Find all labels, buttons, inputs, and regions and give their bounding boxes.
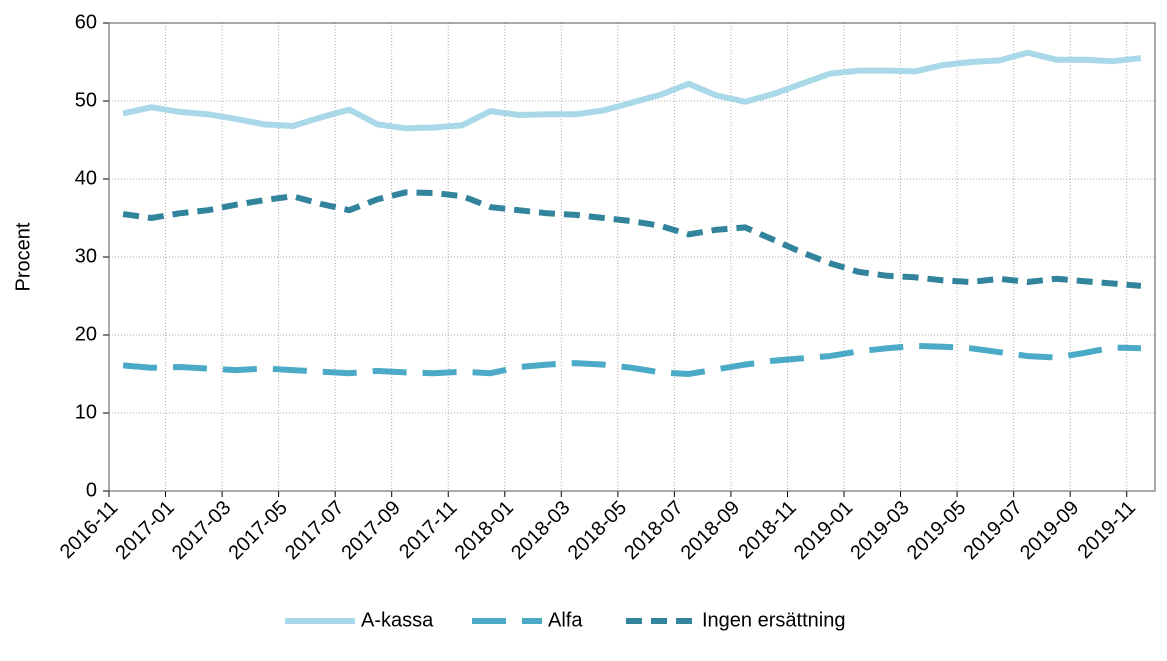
x-tick-label: 2018-11 — [734, 497, 800, 563]
x-tick-label: 2019-01 — [790, 497, 857, 564]
x-tick-label: 2018-07 — [620, 497, 687, 564]
y-tick-label: 20 — [75, 323, 97, 345]
y-tick-label: 0 — [86, 479, 97, 501]
y-tick-label: 10 — [75, 401, 97, 423]
x-tick-label: 2019-07 — [959, 497, 1026, 564]
x-tick-label: 2017-09 — [338, 497, 405, 564]
y-axis-label: Procent — [12, 222, 34, 291]
x-tick-label: 2017-07 — [281, 497, 348, 564]
x-tick-label: 2018-09 — [677, 497, 744, 564]
plot-frame — [108, 22, 1156, 492]
x-tick-label: 2017-01 — [111, 497, 178, 564]
x-tick-label: 2019-03 — [846, 497, 913, 564]
line — [122, 49, 1142, 132]
y-tick-label: 40 — [75, 167, 97, 189]
x-tick-label: 2017-03 — [168, 497, 235, 564]
x-tick-label: 2018-05 — [564, 497, 631, 564]
x-tick-label: 2019-05 — [903, 497, 970, 564]
line — [122, 342, 1141, 377]
x-tick-label: 2018-03 — [507, 497, 574, 564]
x-tick-label: 2017-05 — [224, 497, 291, 564]
line — [122, 189, 1142, 289]
x-tick-label: 2018-01 — [451, 497, 518, 564]
legend-label: Alfa — [548, 609, 583, 631]
y-tick-label: 60 — [75, 11, 97, 33]
legend-label: A-kassa — [361, 609, 434, 631]
x-tick-label: 2019-09 — [1016, 497, 1083, 564]
x-tick-label: 2019-11 — [1074, 497, 1140, 563]
x-tick-label: 2017-11 — [395, 497, 461, 563]
y-tick-label: 50 — [75, 89, 97, 111]
x-tick-label: 2016-11 — [56, 497, 122, 563]
y-tick-label: 30 — [75, 245, 97, 267]
legend-label: Ingen ersättning — [702, 609, 845, 631]
